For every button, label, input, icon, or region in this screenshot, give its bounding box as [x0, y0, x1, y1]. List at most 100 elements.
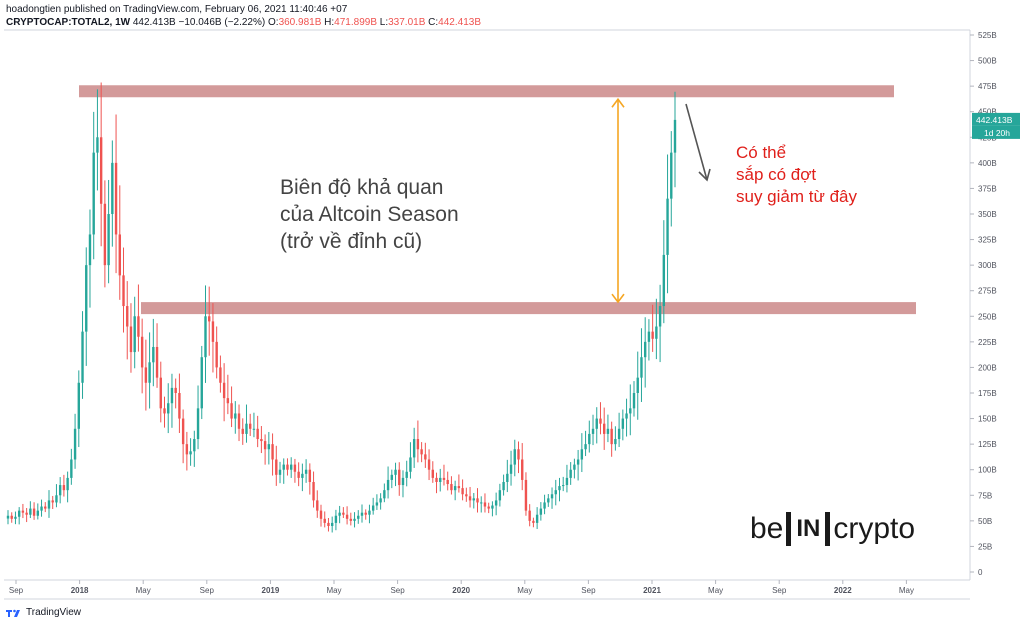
candle-body	[364, 512, 367, 515]
y-tick-label: 250B	[978, 312, 997, 321]
x-tick-label: 2020	[452, 586, 470, 595]
candle-body	[513, 449, 516, 465]
candle-body	[137, 316, 140, 337]
candle-body	[6, 515, 10, 519]
y-tick-label: 525B	[978, 31, 997, 40]
x-tick-label: 2022	[834, 586, 852, 595]
candle-body	[625, 413, 628, 419]
candle-body	[316, 500, 319, 511]
y-tick-label: 75B	[978, 491, 992, 500]
candle-body	[614, 439, 617, 445]
candle-body	[58, 485, 62, 496]
candle-body	[301, 473, 304, 478]
candle-body	[506, 473, 509, 482]
x-tick-label: Sep	[9, 586, 24, 595]
candle-body	[472, 498, 475, 501]
candle-body	[178, 393, 181, 419]
candle-body	[632, 393, 636, 409]
y-tick-label: 350B	[978, 210, 997, 219]
candle-body	[409, 457, 412, 472]
price-change: −10.046B (−2.22%)	[178, 17, 266, 28]
candle-body	[647, 331, 651, 342]
annotation-main-line: Biên độ khả quan	[280, 176, 443, 199]
candle-body	[483, 502, 487, 507]
candle-body	[476, 498, 479, 503]
candle-body	[99, 137, 103, 204]
y-tick-label: 50B	[978, 517, 992, 526]
annotations: Biên độ khả quan của Altcoin Season (trở v…	[280, 97, 857, 304]
candle-body	[435, 477, 438, 482]
candle-body	[204, 316, 207, 358]
close-value: 442.413B	[438, 17, 481, 28]
candle-body	[360, 512, 364, 516]
candle-body	[230, 403, 233, 419]
y-tick-label: 150B	[978, 415, 997, 424]
candle-body	[558, 486, 561, 491]
candle-body	[580, 449, 584, 460]
x-tick-label: May	[899, 586, 914, 595]
ohlc-legend: CRYPTOCAP:TOTAL2, 1W 442.413B −10.046B (…	[6, 17, 481, 28]
candle-body	[599, 418, 602, 424]
y-tick-label: 175B	[978, 389, 997, 398]
candle-body	[431, 469, 434, 478]
candle-body	[390, 474, 394, 480]
candle-body	[562, 485, 565, 487]
candle-body	[181, 418, 185, 445]
candle-body	[323, 518, 326, 523]
candle-body	[29, 508, 32, 515]
candle-body	[278, 469, 282, 475]
publish-info: hoadongtien published on TradingView.com…	[6, 4, 348, 15]
candle-body	[200, 357, 203, 409]
last-price-marker	[972, 112, 1020, 126]
candle-body	[66, 477, 69, 491]
candle-body	[588, 433, 591, 445]
candle-body	[446, 479, 449, 485]
y-tick-label: 500B	[978, 57, 997, 66]
candle-body	[379, 498, 382, 503]
y-axis: 0 25B 50B 75B 100B 125B 150B 175B 200B 225B 250B 27…	[970, 31, 1020, 577]
candle-body	[398, 469, 401, 486]
last-price-label: 442.413B	[976, 115, 1013, 125]
candle-body	[576, 459, 580, 465]
x-tick-label: 2019	[262, 586, 280, 595]
candle-body	[196, 408, 200, 440]
x-tick-label: 2021	[643, 586, 661, 595]
candle-body	[36, 510, 40, 516]
candle-body	[234, 413, 237, 419]
candle-body	[289, 464, 293, 470]
candle-body	[330, 522, 334, 526]
x-tick-label: Sep	[390, 586, 405, 595]
candle-body	[44, 506, 47, 509]
candle-body	[547, 498, 550, 503]
close-label: C:	[428, 17, 439, 28]
candle-body	[167, 403, 170, 414]
candle-body	[260, 439, 263, 442]
candle-body	[342, 512, 345, 515]
watermark-left: be	[750, 512, 784, 545]
candle-body	[662, 254, 666, 307]
candle-body	[114, 162, 118, 235]
candle-body	[345, 514, 349, 519]
candle-body	[658, 306, 662, 327]
candle-body	[494, 500, 498, 506]
candle-body	[312, 481, 315, 501]
candle-body	[62, 485, 66, 491]
candle-body	[405, 471, 408, 478]
annotation-right-line: Có thể	[736, 143, 786, 162]
candle-body	[338, 512, 341, 516]
candle-body	[509, 464, 513, 474]
candle-body	[96, 137, 99, 153]
candle-body	[670, 152, 673, 199]
y-tick-label: 375B	[978, 184, 997, 193]
candle-body	[442, 477, 446, 480]
candle-body	[10, 515, 13, 519]
candle-body	[543, 502, 546, 509]
candle-body	[353, 518, 356, 521]
candle-body	[401, 477, 405, 486]
low-label: L:	[379, 17, 389, 28]
candle-body	[159, 377, 162, 409]
symbol-label: CRYPTOCAP:TOTAL2, 1W	[6, 17, 131, 28]
candle-body	[308, 469, 312, 482]
candle-body	[427, 459, 431, 470]
